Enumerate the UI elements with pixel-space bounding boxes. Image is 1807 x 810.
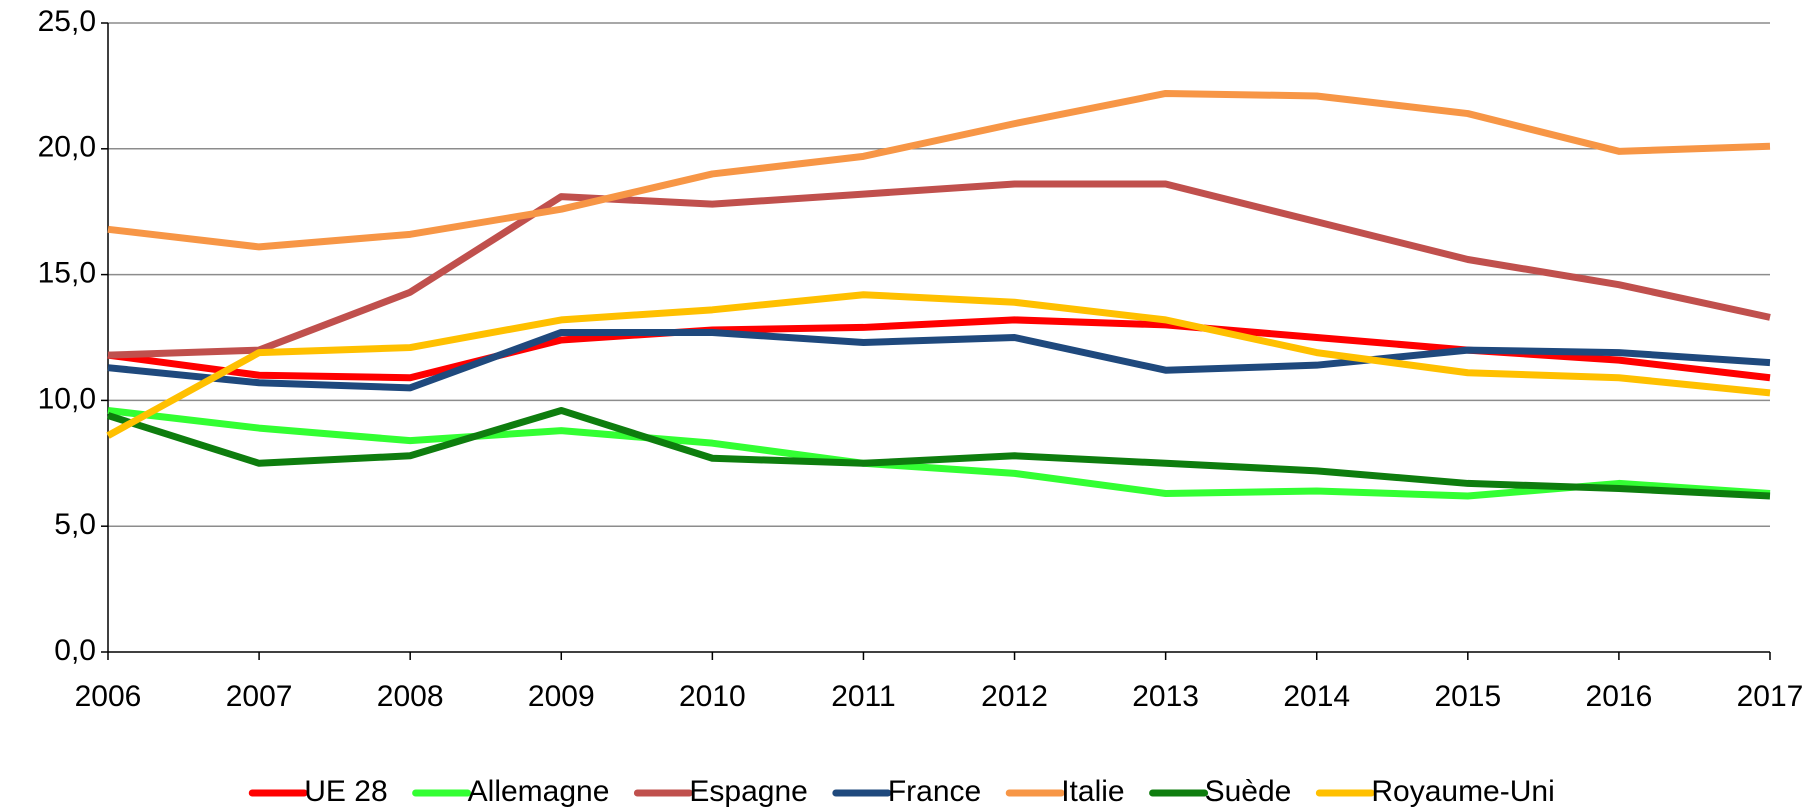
- series-line: [107, 89, 1771, 251]
- y-tick-label: 5,0: [54, 508, 96, 541]
- series-line: [107, 180, 1771, 359]
- series-line: [107, 406, 1771, 500]
- series-line: [106, 291, 1771, 439]
- legend-label: France: [888, 775, 981, 808]
- legend-label: Royaume-Uni: [1371, 775, 1554, 808]
- x-tick-label: 2013: [1132, 680, 1199, 713]
- x-tick-label: 2014: [1283, 680, 1350, 713]
- x-tick-label: 2006: [75, 680, 142, 713]
- legend-label: Espagne: [689, 775, 807, 808]
- x-tick-label: 2016: [1586, 680, 1653, 713]
- y-tick-label: 0,0: [54, 634, 96, 667]
- legend-label: Suède: [1205, 775, 1292, 808]
- series-line: [107, 328, 1771, 392]
- x-tick-label: 2017: [1737, 680, 1804, 713]
- y-tick-label: 25,0: [38, 5, 96, 38]
- x-tick-label: 2010: [679, 680, 746, 713]
- legend-label: Italie: [1061, 775, 1124, 808]
- y-tick-label: 10,0: [38, 382, 96, 415]
- legend-label: Allemagne: [468, 775, 610, 808]
- y-tick-label: 15,0: [38, 257, 96, 290]
- x-tick-label: 2012: [981, 680, 1048, 713]
- x-tick-label: 2007: [226, 680, 293, 713]
- x-tick-label: 2009: [528, 680, 595, 713]
- y-tick-label: 20,0: [38, 131, 96, 164]
- x-tick-label: 2015: [1434, 680, 1501, 713]
- legend: UE 28 Allemagne Espagne France Italie Suède Ro…: [248, 775, 1555, 808]
- legend-label: UE 28: [304, 775, 387, 808]
- x-tick-label: 2008: [377, 680, 444, 713]
- x-tick-label: 2011: [831, 680, 896, 713]
- series-line: [106, 406, 1771, 500]
